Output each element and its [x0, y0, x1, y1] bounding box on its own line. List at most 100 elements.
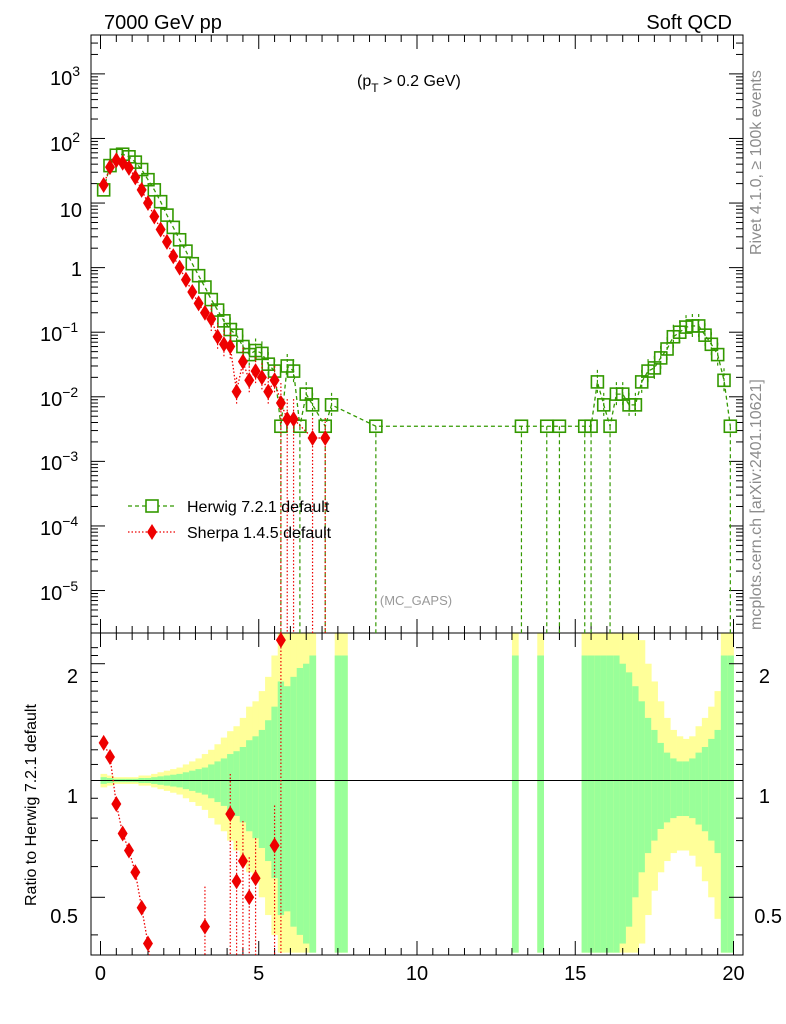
ratio-band-inner-bin	[511, 655, 519, 953]
sherpa-point	[212, 328, 223, 345]
legend-sherpa-label: Sherpa 1.4.5 default	[187, 525, 332, 542]
sherpa-point	[320, 430, 331, 447]
sherpa-series	[98, 152, 331, 633]
ratio-y-tick-label-1: 1	[67, 786, 78, 808]
ratio-band-inner-bin	[227, 754, 234, 812]
ratio-y-tick-label-0.5: 0.5	[50, 906, 78, 928]
y-tick-label-1e3: 103	[50, 63, 80, 90]
ratio-band-inner-bin	[689, 758, 696, 819]
ratio-band-inner-bin	[201, 767, 209, 795]
ratio-band-inner-bin	[651, 729, 658, 841]
ratio-y-tick-label-2-right: 2	[759, 666, 770, 688]
herwig-point	[710, 347, 725, 362]
sherpa-ratio-series	[98, 632, 286, 956]
legend: Herwig 7.2.1 default Sherpa 1.4.5 defaul…	[128, 499, 332, 542]
sherpa-point	[187, 283, 198, 300]
sherpa-point	[142, 195, 153, 212]
sherpa-point	[199, 304, 210, 321]
ratio-band-inner-bin	[296, 667, 304, 935]
ratio-bands	[100, 633, 734, 953]
main-plot-frame	[90, 34, 744, 634]
sherpa-ratio-point	[123, 842, 134, 859]
sherpa-point	[136, 181, 147, 198]
y-tick-label-1e-5: 10−5	[40, 578, 78, 605]
ratio-band-inner-bin	[587, 655, 595, 953]
ratio-y-tick-label-0.5-right: 0.5	[754, 906, 782, 928]
sherpa-point	[98, 177, 109, 194]
ratio-band-inner-bin	[682, 761, 690, 817]
ratio-band-inner-bin	[657, 742, 665, 829]
ratio-band-inner-bin	[644, 717, 652, 854]
sherpa-point	[155, 221, 166, 238]
sherpa-ratio-point	[142, 935, 153, 952]
herwig-point	[185, 256, 200, 271]
ratio-ylabel: Ratio to Herwig 7.2.1 default	[23, 704, 40, 906]
ratio-band-inner-bin	[537, 655, 545, 953]
herwig-point	[172, 232, 187, 247]
y-tick-label-1e-1: 10−1	[40, 319, 78, 346]
herwig-point	[552, 419, 567, 434]
sherpa-ratio-point	[117, 825, 128, 842]
ratio-band-inner-bin	[220, 758, 228, 806]
ratio-band-inner-bin	[290, 676, 298, 927]
ratio-band-inner-bin	[271, 706, 279, 879]
x-tick-labels: 0 5 10 15 20	[95, 963, 745, 985]
main-y-tick-labels: 103 102 10 1 10−1 10−2 10−3 10−4 10−5	[40, 63, 82, 605]
sherpa-ratio-point	[250, 870, 261, 887]
sherpa-point	[244, 372, 255, 389]
ratio-band-inner-bin	[252, 736, 260, 839]
ratio-band-inner-bin	[638, 701, 646, 873]
herwig-point	[229, 328, 244, 342]
sherpa-point	[161, 233, 172, 250]
sherpa-point	[174, 259, 185, 276]
ratio-band-inner-bin	[613, 655, 620, 953]
ratio-band-inner-bin	[695, 752, 703, 825]
ratio-band-inner-bin	[714, 729, 722, 854]
header-right-title: Soft QCD	[646, 12, 732, 34]
y-tick-label-1e-2: 10−2	[40, 384, 78, 411]
herwig-point	[539, 419, 554, 434]
herwig-point	[160, 208, 174, 222]
sherpa-point	[168, 248, 179, 265]
herwig-point	[717, 373, 731, 388]
rivet-version-label: Rivet 4.1.0, ≥ 100k events	[748, 70, 765, 255]
sherpa-point	[149, 208, 160, 225]
mcplots-reference-label: mcplots.cern.ch [arXiv:2401.10621]	[748, 379, 765, 630]
herwig-point	[723, 419, 738, 434]
ratio-band-inner-bin	[239, 747, 247, 823]
sherpa-ratio-point	[231, 873, 242, 890]
ratio-band-inner-bin	[701, 747, 709, 832]
sherpa-ratio-point	[275, 632, 286, 649]
ratio-band-inner-bin	[594, 655, 601, 953]
sherpa-ratio-point	[225, 805, 236, 822]
herwig-point	[198, 280, 212, 294]
ratio-band-inner-bin	[233, 751, 241, 817]
ratio-y-tick-label-2: 2	[67, 666, 78, 688]
sherpa-point	[180, 271, 191, 288]
ratio-band-inner-bin	[670, 758, 677, 819]
sherpa-point	[225, 338, 236, 355]
herwig-point	[596, 398, 611, 412]
header-left-title: 7000 GeV pp	[104, 12, 222, 34]
legend-sherpa-marker	[147, 524, 157, 540]
ratio-band-inner-bin	[334, 655, 342, 953]
ratio-band-inner-bin	[246, 740, 253, 832]
ratio-band-inner-bin	[284, 686, 291, 912]
sherpa-ratio-point	[244, 889, 255, 906]
ratio-band-inner-bin	[258, 729, 266, 848]
herwig-point	[628, 398, 643, 412]
main-axis-ticks	[91, 34, 743, 625]
ratio-band-inner-bin	[265, 720, 272, 862]
herwig-point	[369, 419, 383, 434]
x-tick-label: 10	[406, 963, 428, 985]
ratio-band-inner-bin	[720, 655, 728, 953]
herwig-point	[305, 398, 320, 412]
sherpa-ratio-point	[136, 899, 147, 916]
herwig-point	[603, 419, 617, 434]
ratio-band-inner-bin	[632, 686, 639, 898]
sherpa-point	[263, 383, 274, 400]
analysis-watermark: (MC_GAPS)	[380, 593, 452, 608]
herwig-point	[191, 268, 206, 283]
sherpa-ratio-point	[98, 734, 109, 751]
sherpa-ratio-point	[237, 853, 248, 870]
